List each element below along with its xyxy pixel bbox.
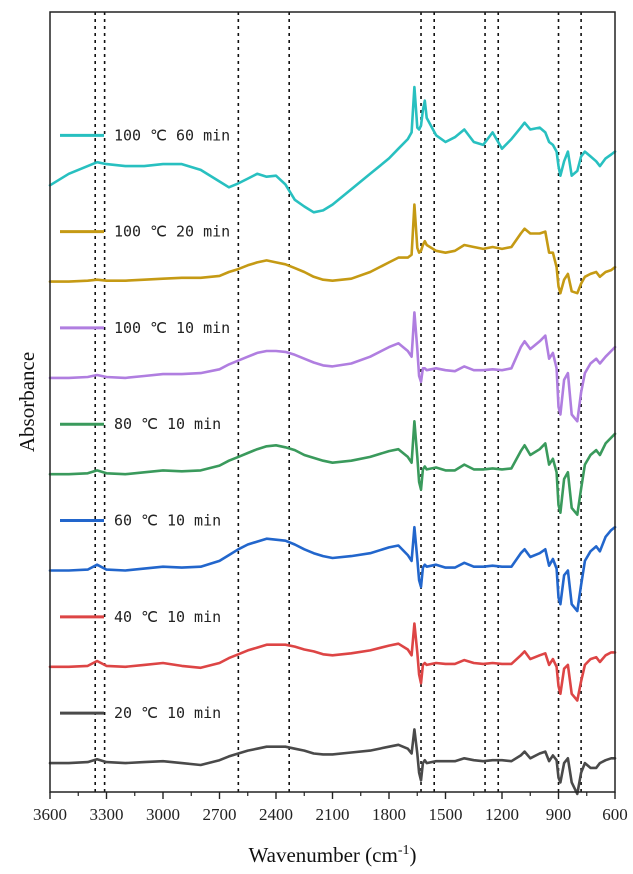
legend-label: 100 ℃ 10 min (114, 319, 230, 337)
legend-label: 20 ℃ 10 min (114, 704, 221, 722)
series-line-5 (48, 203, 617, 295)
legend-item: 80 ℃ 10 min (60, 415, 221, 433)
x-tick-label: 1200 (485, 805, 519, 824)
x-tick-label: 1500 (429, 805, 463, 824)
x-axis-label-main: Wavenumber (cm (249, 843, 398, 867)
series-line-0 (48, 728, 617, 796)
series-line-3 (48, 419, 617, 517)
legend-label: 80 ℃ 10 min (114, 415, 221, 433)
legend-label: 40 ℃ 10 min (114, 608, 221, 626)
legend-label: 100 ℃ 20 min (114, 223, 230, 241)
legend-item: 60 ℃ 10 min (60, 512, 221, 530)
legend-label: 60 ℃ 10 min (114, 512, 221, 530)
x-axis-label-superscript: -1 (398, 843, 410, 858)
legend: 20 ℃ 10 min 40 ℃ 10 min 60 ℃ 10 min 80 ℃ 10… (60, 126, 230, 722)
spectra-series (48, 85, 617, 796)
legend-item: 100 ℃ 10 min (60, 319, 230, 337)
x-tick-label: 3600 (33, 805, 67, 824)
series-line-6 (48, 85, 617, 214)
x-tick-label: 1800 (372, 805, 406, 824)
x-axis-label-close: ) (410, 843, 417, 867)
x-tick-label: 900 (546, 805, 572, 824)
x-tick-label: 2400 (259, 805, 293, 824)
series-line-1 (48, 622, 617, 702)
series-line-2 (48, 525, 617, 613)
x-tick-label: 600 (602, 805, 628, 824)
x-tick-label: 2700 (203, 805, 237, 824)
legend-item: 100 ℃ 20 min (60, 223, 230, 241)
legend-item: 100 ℃ 60 min (60, 126, 230, 144)
x-axis-label: Wavenumber (cm-1) (249, 843, 417, 867)
legend-item: 40 ℃ 10 min (60, 608, 221, 626)
x-tick-label: 3300 (90, 805, 124, 824)
x-tick-label: 3000 (146, 805, 180, 824)
legend-item: 20 ℃ 10 min (60, 704, 221, 722)
x-axis-ticks: 3600 3300 3000 2700 2400 2100 1800 1500 1200 900 6… (33, 792, 628, 824)
series-line-4 (48, 311, 617, 423)
y-axis-label: Absorbance (15, 352, 39, 452)
legend-label: 100 ℃ 60 min (114, 126, 230, 144)
x-tick-label: 2100 (316, 805, 350, 824)
